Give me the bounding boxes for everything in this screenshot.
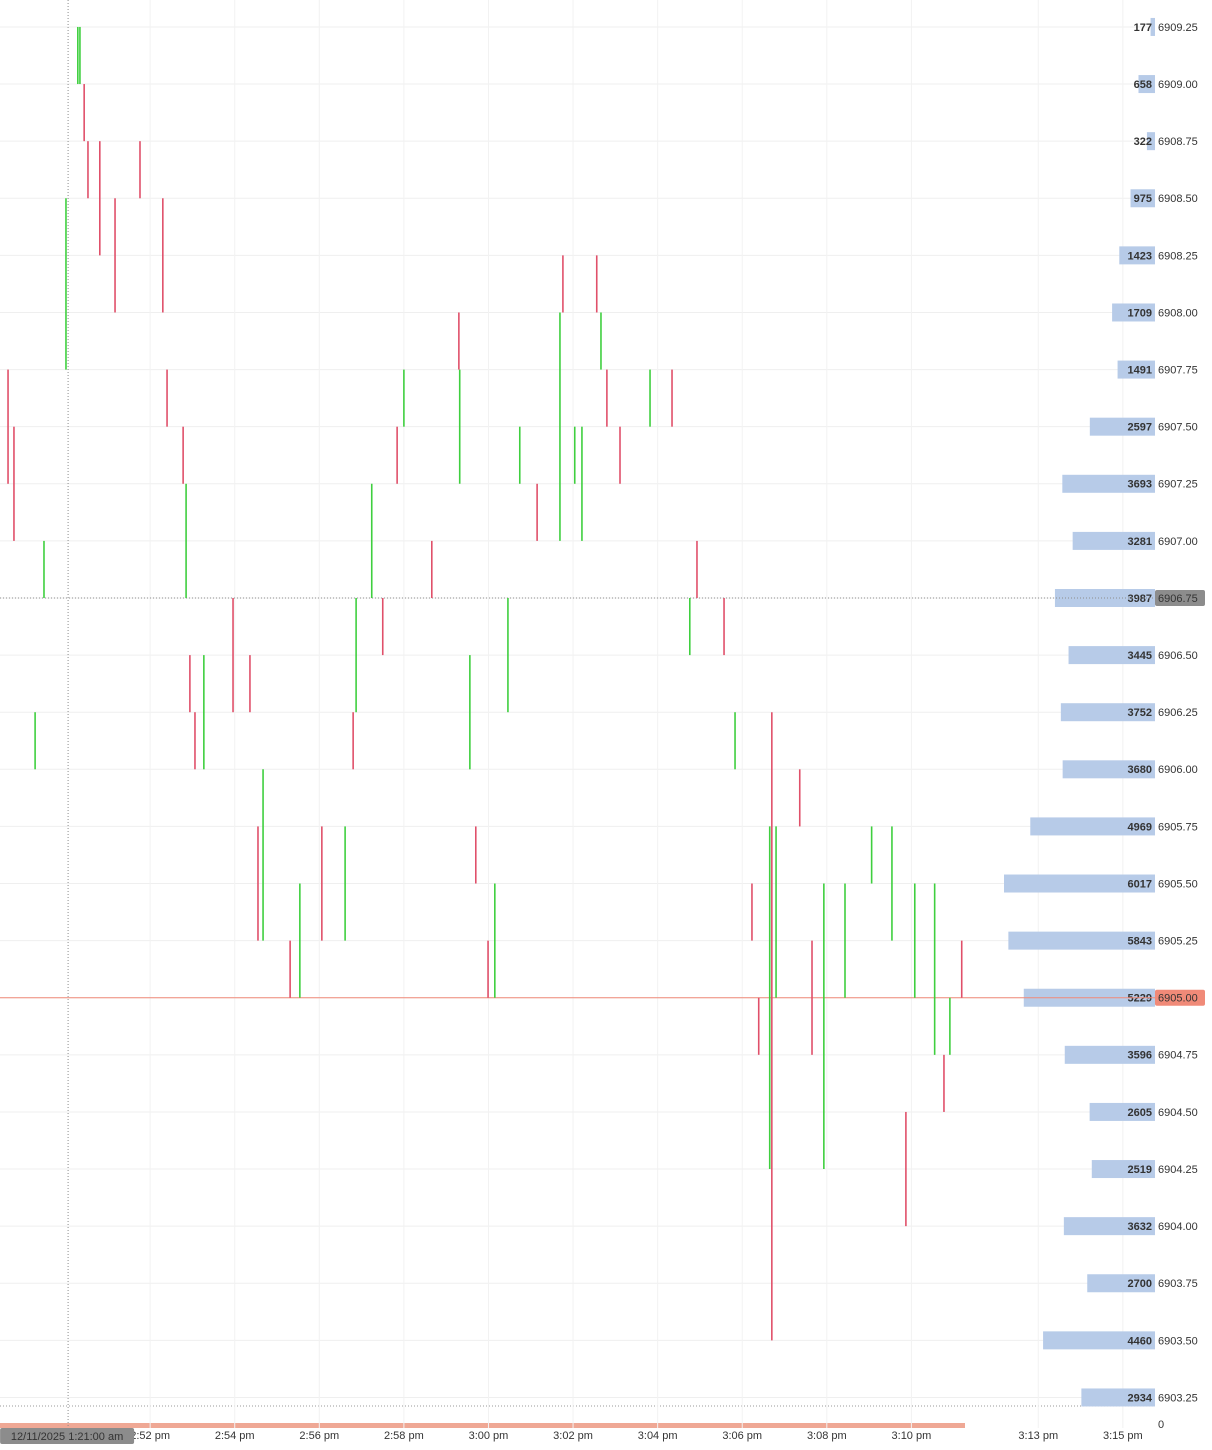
x-tick-label: 2:58 pm	[384, 1430, 424, 1442]
y-tick-label: 6908.00	[1158, 307, 1198, 319]
y-tick-label: 6905.25	[1158, 936, 1198, 948]
profile-bar	[1004, 874, 1155, 893]
profile-bar	[1060, 703, 1155, 722]
profile-value: 3752	[1128, 707, 1152, 719]
profile-bar	[1062, 760, 1155, 779]
profile-value: 1491	[1128, 364, 1152, 376]
y-tick-label: 6907.50	[1158, 422, 1198, 434]
y-tick-label: 6904.50	[1158, 1107, 1198, 1119]
profile-bar	[1089, 417, 1155, 436]
y-tick-label: 6907.00	[1158, 536, 1198, 548]
x-tick-label: 3:10 pm	[892, 1430, 932, 1442]
profile-value: 2605	[1128, 1107, 1152, 1119]
profile-bar	[1138, 75, 1155, 94]
profile-bar	[1146, 132, 1155, 151]
profile-bar	[1063, 1217, 1155, 1236]
profile-bar	[1130, 189, 1155, 208]
x-tick-label: 3:06 pm	[722, 1430, 762, 1442]
profile-value: 177	[1134, 22, 1152, 34]
profile-bar	[1030, 817, 1155, 836]
profile-value: 322	[1134, 136, 1152, 148]
y-tick-label: 6904.25	[1158, 1164, 1198, 1176]
y-tick-label: 6903.50	[1158, 1335, 1198, 1347]
y-tick-label: 6909.25	[1158, 22, 1198, 34]
profile-value: 1709	[1128, 307, 1152, 319]
y-tick-label: 6905.75	[1158, 821, 1198, 833]
profile-value: 2519	[1128, 1164, 1152, 1176]
profile-value: 1423	[1128, 250, 1152, 262]
x-tick-label: 3:13 pm	[1018, 1430, 1058, 1442]
profile-bar	[1089, 1102, 1155, 1121]
profile-bar	[1072, 531, 1155, 550]
y-tick-label: 6908.50	[1158, 193, 1198, 205]
profile-value: 3596	[1128, 1050, 1152, 1062]
y-tick-label: 6905.00	[1158, 993, 1198, 1005]
profile-value: 3987	[1128, 593, 1152, 605]
volume-strip	[0, 1423, 965, 1428]
x-tick-label: 2:56 pm	[299, 1430, 339, 1442]
x-tick-label: 3:02 pm	[553, 1430, 593, 1442]
profile-value: 4969	[1128, 821, 1152, 833]
profile-value: 6017	[1128, 878, 1152, 890]
profile-value: 4460	[1128, 1335, 1152, 1347]
profile-value: 975	[1134, 193, 1152, 205]
y-tick-label: 6907.25	[1158, 479, 1198, 491]
profile-value: 5843	[1128, 936, 1152, 948]
profile-value: 3680	[1128, 764, 1152, 776]
profile-bar	[1119, 246, 1155, 265]
profile-bar	[1150, 17, 1155, 36]
volume-tick-label: 0	[1158, 1419, 1164, 1431]
profile-bar	[1117, 360, 1155, 379]
y-tick-label: 6904.00	[1158, 1221, 1198, 1233]
x-tick-label: 3:00 pm	[469, 1430, 509, 1442]
y-tick-label: 6906.25	[1158, 707, 1198, 719]
y-tick-label: 6903.75	[1158, 1278, 1198, 1290]
profile-value: 5229	[1128, 993, 1152, 1005]
profile-bar	[1112, 303, 1155, 322]
last-price-badge	[1155, 989, 1205, 1006]
profile-bar	[1064, 1045, 1155, 1064]
profile-bar	[1091, 1160, 1155, 1179]
x-tick-label: 3:04 pm	[638, 1430, 678, 1442]
profile-value: 2597	[1128, 422, 1152, 434]
y-tick-label: 6905.50	[1158, 878, 1198, 890]
profile-bar	[1068, 646, 1155, 665]
y-tick-label: 6903.25	[1158, 1392, 1198, 1404]
x-tick-label: 3:08 pm	[807, 1430, 847, 1442]
y-tick-label: 6907.75	[1158, 364, 1198, 376]
y-tick-label: 6908.75	[1158, 136, 1198, 148]
profile-value: 658	[1134, 79, 1152, 91]
y-tick-label: 6906.75	[1158, 593, 1198, 605]
profile-bar	[1043, 1331, 1155, 1350]
profile-bar	[1087, 1274, 1155, 1293]
x-tick-label: 2:52 pm	[130, 1430, 170, 1442]
profile-value: 3281	[1128, 536, 1152, 548]
profile-bar	[1081, 1388, 1155, 1407]
profile-bar	[1008, 931, 1155, 950]
profile-value: 3693	[1128, 479, 1152, 491]
crosshair-date-badge	[0, 1428, 135, 1444]
x-tick-label: 2:54 pm	[215, 1430, 255, 1442]
crosshair-date-label: 12/11/2025 1:21:00 am	[11, 1431, 123, 1443]
profile-value: 3632	[1128, 1221, 1152, 1233]
profile-bar	[1062, 474, 1155, 493]
y-tick-label: 6909.00	[1158, 79, 1198, 91]
crosshair-price-badge	[1155, 589, 1205, 606]
y-tick-label: 6906.50	[1158, 650, 1198, 662]
y-tick-label: 6904.75	[1158, 1050, 1198, 1062]
y-tick-label: 6908.25	[1158, 250, 1198, 262]
profile-value: 2700	[1128, 1278, 1152, 1290]
profile-value: 2934	[1128, 1392, 1153, 1404]
profile-value: 3445	[1128, 650, 1152, 662]
x-tick-label: 3:15 pm	[1103, 1430, 1143, 1442]
y-tick-label: 6906.00	[1158, 764, 1198, 776]
